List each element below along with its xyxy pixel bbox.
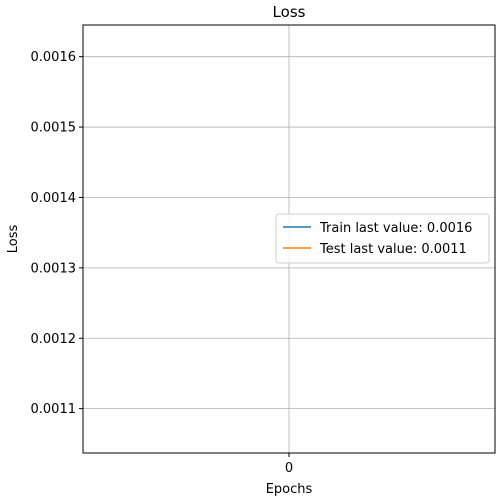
y-tick-label: 0.0011 <box>31 402 77 417</box>
y-tick-label: 0.0015 <box>31 121 77 136</box>
chart-title: Loss <box>273 3 306 21</box>
y-axis-label: Loss <box>6 225 21 254</box>
y-tick-label: 0.0016 <box>31 50 77 65</box>
legend-label-train: Train last value: 0.0016 <box>319 221 472 236</box>
y-tick-label: 0.0013 <box>31 261 77 276</box>
x-axis-label: Epochs <box>266 482 313 497</box>
y-tick-label: 0.0014 <box>31 191 77 206</box>
legend-label-test: Test last value: 0.0011 <box>319 242 467 257</box>
legend: Train last value: 0.0016 Test last value… <box>276 214 489 263</box>
y-tick-label: 0.0012 <box>31 332 77 347</box>
x-tick-label: 0 <box>285 461 293 476</box>
